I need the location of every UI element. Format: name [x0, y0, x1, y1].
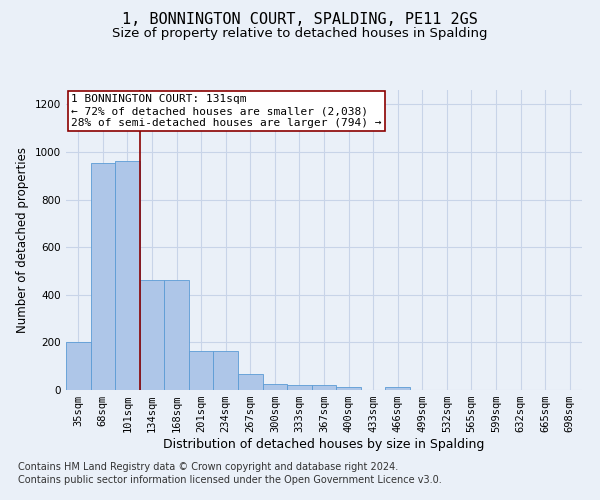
Text: Contains public sector information licensed under the Open Government Licence v3: Contains public sector information licen…: [18, 475, 442, 485]
Bar: [66, 342, 91, 390]
X-axis label: Distribution of detached houses by size in Spalding: Distribution of detached houses by size …: [163, 438, 485, 451]
Bar: [287, 385, 312, 390]
Bar: [238, 374, 263, 390]
Bar: [385, 387, 410, 390]
Text: 1, BONNINGTON COURT, SPALDING, PE11 2GS: 1, BONNINGTON COURT, SPALDING, PE11 2GS: [122, 12, 478, 28]
Text: 1 BONNINGTON COURT: 131sqm
← 72% of detached houses are smaller (2,038)
28% of s: 1 BONNINGTON COURT: 131sqm ← 72% of deta…: [71, 94, 382, 128]
Y-axis label: Number of detached properties: Number of detached properties: [16, 147, 29, 333]
Bar: [336, 387, 361, 390]
Bar: [263, 384, 287, 390]
Bar: [91, 162, 115, 390]
Bar: [115, 162, 140, 390]
Bar: [312, 385, 336, 390]
Bar: [189, 351, 214, 390]
Text: Contains HM Land Registry data © Crown copyright and database right 2024.: Contains HM Land Registry data © Crown c…: [18, 462, 398, 472]
Text: Size of property relative to detached houses in Spalding: Size of property relative to detached ho…: [112, 28, 488, 40]
Bar: [164, 280, 189, 390]
Bar: [140, 280, 164, 390]
Bar: [214, 351, 238, 390]
